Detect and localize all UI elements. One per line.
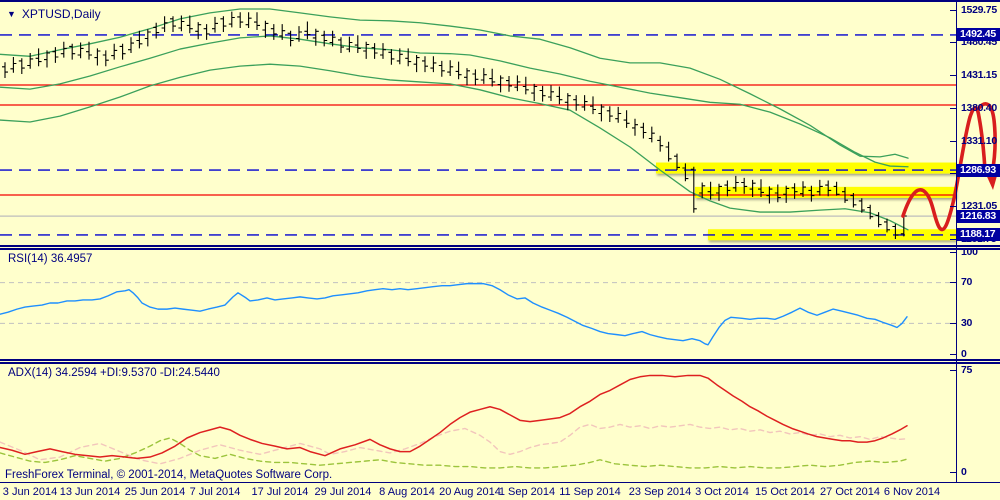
adx-tick-mark <box>950 369 957 371</box>
rsi-tick-mark <box>950 282 957 284</box>
price-tick-mark <box>950 9 957 11</box>
price-tick-mark <box>950 108 957 110</box>
date-label: 3 Oct 2014 <box>695 486 749 498</box>
adx-line <box>0 374 908 460</box>
highlight-band <box>656 162 956 174</box>
date-label: 29 Jul 2014 <box>314 486 372 498</box>
price-tick-mark <box>950 172 957 174</box>
rsi-tick-label: 70 <box>961 276 973 289</box>
price-tick-mark <box>950 238 957 240</box>
date-label: 7 Jul 2014 <box>189 486 241 498</box>
price-badge: 1286.93 <box>957 163 1000 177</box>
price-badge: 1216.83 <box>957 209 1000 223</box>
price-tick-mark <box>950 140 957 142</box>
bollinger-upper-line <box>0 8 909 159</box>
price-tick-mark <box>950 42 957 44</box>
price-badge: 1492.45 <box>957 28 1000 42</box>
highlight-band <box>708 229 956 241</box>
price-tick-mark <box>950 74 957 76</box>
rsi-label: RSI(14) 36.4957 <box>8 253 93 265</box>
adx-tick-label: 0 <box>961 465 967 478</box>
date-label: 6 Nov 2014 <box>883 486 941 498</box>
price-tick-label: 1231.05 <box>961 200 997 213</box>
price-tick-label: 1431.15 <box>961 68 997 81</box>
price-tick-label: 1380.40 <box>961 102 997 115</box>
rsi-tick-label: 100 <box>961 245 978 258</box>
price-axis-line <box>956 2 957 483</box>
date-label: 15 Oct 2014 <box>755 486 815 498</box>
bollinger-lower-line <box>0 63 909 231</box>
price-badge: 1188.17 <box>957 228 1000 242</box>
date-label: 20 Aug 2014 <box>439 486 501 498</box>
price-tick-label: 1529.75 <box>961 3 997 16</box>
date-label: 27 Oct 2014 <box>820 486 880 498</box>
rsi-tick-label: 30 <box>961 316 973 329</box>
price-chart-canvas <box>0 8 1000 241</box>
bollinger-middle-line <box>0 35 909 168</box>
rsi-indicator-panel[interactable]: RSI(14) 36.4957 <box>0 250 1000 359</box>
date-axis-line <box>0 482 1000 483</box>
panel-separator[interactable] <box>0 359 1000 364</box>
adx-indicator-panel[interactable]: ADX(14) 34.2594 +DI:9.5370 -DI:24.5440 <box>0 364 1000 482</box>
rsi-line <box>0 282 908 346</box>
plus-di-line <box>0 437 908 469</box>
date-label: 17 Jul 2014 <box>251 486 309 498</box>
date-label: 23 Sep 2014 <box>628 486 692 498</box>
date-label: 13 Jun 2014 <box>59 486 121 498</box>
rsi-tick-mark <box>950 353 957 355</box>
rsi-canvas <box>0 282 956 346</box>
panel-separator[interactable] <box>0 245 1000 250</box>
date-label: 11 Sep 2014 <box>559 486 621 498</box>
rsi-tick-mark <box>950 322 957 324</box>
date-label: 1 Sep 2014 <box>498 486 556 498</box>
rsi-tick-mark <box>950 251 957 253</box>
highlight-band <box>695 186 956 198</box>
rsi-tick-label: 0 <box>961 347 967 360</box>
adx-tick-mark <box>950 471 957 473</box>
date-label: 8 Aug 2014 <box>379 486 435 498</box>
date-label: 25 Jun 2014 <box>124 486 186 498</box>
adx-canvas <box>0 374 908 469</box>
price-tick-label: 1331.10 <box>961 134 997 147</box>
date-label: 3 Jun 2014 <box>2 486 58 498</box>
price-chart-panel[interactable] <box>0 2 1000 247</box>
adx-label: ADX(14) 34.2594 +DI:9.5370 -DI:24.5440 <box>8 367 220 379</box>
ohlc-bars <box>2 11 907 239</box>
terminal-copyright: FreshForex Terminal, © 2001-2014, MetaQu… <box>5 469 333 481</box>
price-tick-mark <box>950 206 957 208</box>
adx-tick-label: 75 <box>961 363 973 376</box>
minus-di-line <box>0 423 908 465</box>
